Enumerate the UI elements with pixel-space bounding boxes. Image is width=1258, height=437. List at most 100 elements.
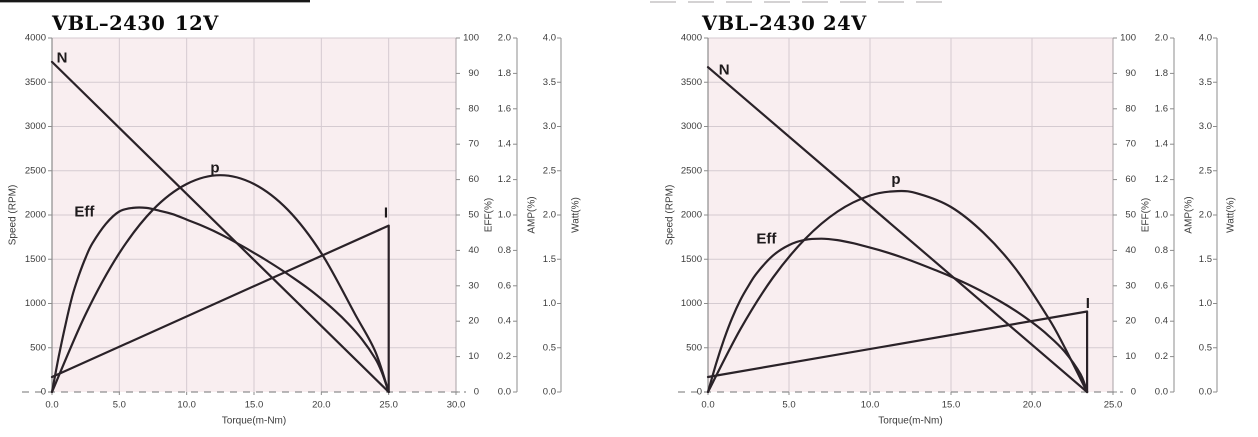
- chart-title-voltage: 24V: [823, 12, 867, 35]
- eff-tick-label: 30: [1125, 280, 1136, 291]
- amp-tick-label: 1.8: [1155, 68, 1168, 79]
- speed-tick-label: 2500: [681, 165, 702, 176]
- curve-power: [50, 174, 390, 394]
- amp-tick-label: 0.2: [1155, 351, 1168, 362]
- amp-tick-label: 0.0: [498, 387, 511, 398]
- eff-tick-label: 80: [468, 103, 479, 114]
- amp-tick-label: 0.6: [498, 280, 511, 291]
- speed-tick-label: 4000: [681, 33, 702, 44]
- speed-tick-label: 1500: [25, 254, 46, 265]
- amp-tick-label: 0.6: [1155, 280, 1168, 291]
- curve-current: [706, 310, 1089, 394]
- eff-tick-label: 50: [468, 210, 479, 221]
- watt-tick-label: 3.5: [1199, 77, 1212, 88]
- watt-tick-label: 3.0: [543, 121, 556, 132]
- watt-tick-label: 0.5: [543, 342, 556, 353]
- speed-tick-label: 3500: [681, 77, 702, 88]
- eff-tick-label: 40: [468, 245, 479, 256]
- curve-power: [706, 189, 1089, 394]
- watt-tick-label: 1.5: [1199, 254, 1212, 265]
- speed-tick-label: 0: [697, 387, 702, 398]
- speed-tick-label: 4000: [25, 33, 46, 44]
- speed-tick-label: 2000: [25, 210, 46, 221]
- x-tick-label: 5.0: [113, 400, 126, 411]
- curve-label-current: I: [384, 205, 388, 222]
- watt-tick-label: 4.0: [1199, 33, 1212, 44]
- curve-efficiency: [706, 237, 1089, 394]
- amp-tick-label: 2.0: [498, 33, 511, 44]
- watt-tick-label: 4.0: [543, 33, 556, 44]
- watt-tick-label: 1.0: [1199, 298, 1212, 309]
- eff-tick-label: 90: [1125, 68, 1136, 79]
- speed-tick-label: 0: [41, 387, 46, 398]
- eff-tick-label: 80: [1125, 103, 1136, 114]
- eff-tick-label: 0: [474, 387, 479, 398]
- speed-axis-title: Speed (RPM): [8, 185, 19, 246]
- x-tick-label: 30.0: [447, 400, 466, 411]
- speed-axis-title: Speed (RPM): [665, 185, 676, 246]
- chart-title-voltage: 12V: [175, 12, 219, 35]
- speed-tick-label: 1500: [681, 254, 702, 265]
- eff-axis-title: EFF(%): [484, 198, 495, 232]
- watt-tick-label: 2.0: [1199, 210, 1212, 221]
- x-tick-label: 10.0: [861, 400, 880, 411]
- eff-tick-label: 20: [1125, 316, 1136, 327]
- curve-efficiency: [50, 206, 390, 394]
- x-tick-label: 5.0: [782, 400, 795, 411]
- x-tick-label: 0.0: [701, 400, 714, 411]
- amp-tick-label: 1.8: [498, 68, 511, 79]
- eff-tick-label: 30: [468, 280, 479, 291]
- speed-tick-label: 3000: [681, 121, 702, 132]
- eff-tick-label: 10: [468, 351, 479, 362]
- x-axis-title: Torque(m-Nm): [222, 416, 286, 427]
- x-axis-title: Torque(m-Nm): [878, 416, 942, 427]
- speed-tick-label: 3500: [25, 77, 46, 88]
- watt-tick-label: 2.5: [1199, 165, 1212, 176]
- eff-tick-label: 70: [1125, 139, 1136, 150]
- amp-tick-label: 0.4: [1155, 316, 1168, 327]
- x-tick-label: 20.0: [1023, 400, 1042, 411]
- curve-label-speed: N: [57, 49, 68, 66]
- x-tick-label: 25.0: [379, 400, 398, 411]
- eff-tick-label: 100: [463, 33, 479, 44]
- x-tick-label: 25.0: [1104, 400, 1123, 411]
- eff-tick-label: 60: [468, 174, 479, 185]
- curve-label-efficiency: Eff: [756, 231, 777, 248]
- x-tick-label: 20.0: [312, 400, 331, 411]
- amp-tick-label: 0.8: [1155, 245, 1168, 256]
- amp-tick-label: 1.2: [1155, 174, 1168, 185]
- curve-label-power: p: [210, 160, 219, 177]
- amp-tick-label: 1.6: [498, 103, 511, 114]
- amp-tick-label: 1.4: [1155, 139, 1168, 150]
- amp-tick-label: 2.0: [1155, 33, 1168, 44]
- speed-tick-label: 500: [686, 342, 702, 353]
- amp-axis-title: AMP(%): [527, 196, 538, 233]
- speed-tick-label: 1000: [25, 298, 46, 309]
- speed-tick-label: 3000: [25, 121, 46, 132]
- speed-tick-label: 500: [30, 342, 46, 353]
- eff-tick-label: 20: [468, 316, 479, 327]
- curve-speed: [50, 60, 390, 394]
- watt-axis-title: Watt(%): [571, 197, 582, 233]
- eff-tick-label: 40: [1125, 245, 1136, 256]
- amp-tick-label: 1.0: [1155, 210, 1168, 221]
- curve-label-power: p: [891, 171, 900, 188]
- watt-axis-title: Watt(%): [1226, 197, 1237, 233]
- watt-tick-label: 3.0: [1199, 121, 1212, 132]
- eff-tick-label: 60: [1125, 174, 1136, 185]
- speed-tick-label: 2000: [681, 210, 702, 221]
- eff-tick-label: 70: [468, 139, 479, 150]
- amp-tick-label: 0.2: [498, 351, 511, 362]
- watt-tick-label: 2.0: [543, 210, 556, 221]
- amp-tick-label: 1.4: [498, 139, 511, 150]
- eff-axis-title: EFF(%): [1141, 198, 1152, 232]
- amp-tick-label: 1.6: [1155, 103, 1168, 114]
- x-tick-label: 15.0: [942, 400, 961, 411]
- watt-tick-label: 2.5: [543, 165, 556, 176]
- watt-tick-label: 1.0: [543, 298, 556, 309]
- watt-tick-label: 0.0: [1199, 387, 1212, 398]
- speed-tick-label: 1000: [681, 298, 702, 309]
- amp-tick-label: 0.4: [498, 316, 511, 327]
